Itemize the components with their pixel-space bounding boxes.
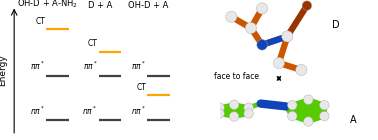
Circle shape (229, 100, 239, 109)
Text: D: D (332, 20, 340, 30)
Text: $\pi\pi^*$: $\pi\pi^*$ (30, 60, 45, 72)
Text: $n\pi^*$: $n\pi^*$ (30, 104, 45, 117)
Text: $n\pi^*$: $n\pi^*$ (131, 104, 146, 117)
Text: Energy: Energy (0, 54, 8, 86)
Circle shape (296, 64, 307, 76)
Text: OH-D + A: OH-D + A (129, 1, 169, 10)
Circle shape (226, 11, 237, 22)
Circle shape (304, 117, 313, 126)
Text: OH-D + A-NH$_2$: OH-D + A-NH$_2$ (17, 0, 78, 10)
Text: CT: CT (88, 39, 98, 48)
Circle shape (229, 112, 239, 121)
Text: A: A (350, 115, 357, 125)
Text: $\pi\pi^*$: $\pi\pi^*$ (82, 60, 98, 72)
Circle shape (319, 100, 329, 110)
Circle shape (257, 3, 268, 14)
Circle shape (215, 103, 224, 112)
Circle shape (257, 39, 268, 50)
Circle shape (244, 103, 253, 112)
Circle shape (273, 57, 285, 69)
Text: $n\pi^*$: $n\pi^*$ (82, 104, 98, 117)
Circle shape (288, 100, 297, 110)
Text: face to face: face to face (214, 72, 259, 81)
Circle shape (319, 111, 329, 121)
Circle shape (245, 22, 257, 34)
Circle shape (244, 109, 253, 118)
Text: CT: CT (35, 17, 45, 26)
Circle shape (304, 95, 313, 104)
Text: $\pi\pi^*$: $\pi\pi^*$ (131, 60, 146, 72)
Circle shape (282, 31, 293, 42)
Polygon shape (220, 105, 249, 116)
Circle shape (302, 1, 312, 10)
Text: CT: CT (136, 83, 146, 92)
Polygon shape (292, 100, 324, 122)
Circle shape (215, 109, 224, 118)
Text: D + A: D + A (88, 1, 112, 10)
Circle shape (288, 111, 297, 121)
